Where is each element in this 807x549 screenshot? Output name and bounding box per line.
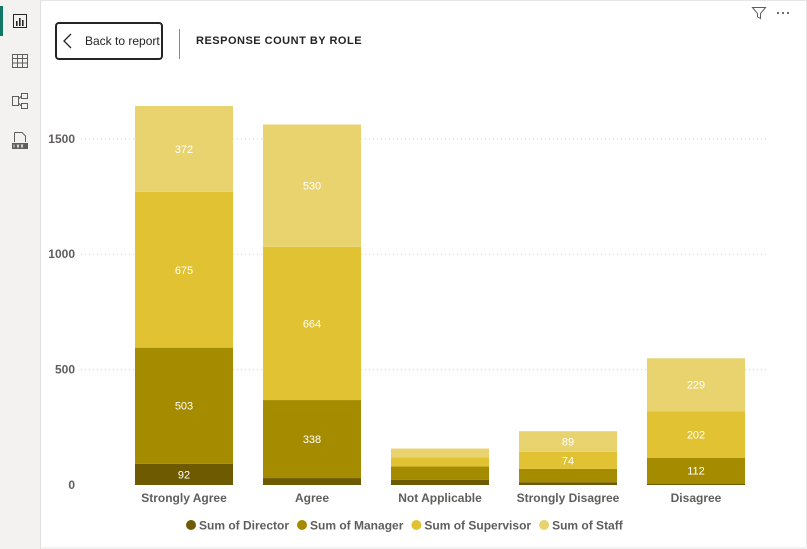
dax-query-view-button[interactable] <box>0 122 40 160</box>
data-label: 372 <box>175 144 193 156</box>
legend-label[interactable]: Sum of Staff <box>552 519 624 533</box>
visual-header-icons <box>751 5 791 21</box>
legend-marker[interactable] <box>411 520 422 530</box>
bar-segment[interactable] <box>135 106 233 192</box>
x-tick-label: Not Applicable <box>398 491 482 505</box>
chevron-left-icon <box>63 33 72 49</box>
back-to-report-button[interactable]: Back to report <box>55 22 163 60</box>
bar-segment[interactable] <box>391 479 489 485</box>
data-label: 229 <box>687 380 705 392</box>
header-divider <box>179 29 180 59</box>
view-rail <box>0 0 41 549</box>
bar-segment[interactable] <box>135 463 233 485</box>
bar-segment[interactable] <box>647 457 745 484</box>
bar-segment[interactable] <box>391 448 489 458</box>
data-label: 338 <box>303 434 321 446</box>
bar-segment[interactable] <box>519 468 617 483</box>
data-label: 530 <box>303 181 321 193</box>
bar-segment[interactable] <box>135 191 233 348</box>
y-tick-label: 1500 <box>48 132 75 146</box>
bar-segment[interactable] <box>647 483 745 485</box>
more-options-icon[interactable] <box>775 5 791 21</box>
x-tick-label: Agree <box>295 491 329 505</box>
bar-segment[interactable] <box>519 451 617 469</box>
bar-segment[interactable] <box>263 246 361 401</box>
data-label: 503 <box>175 401 193 413</box>
dax-query-view-icon <box>12 132 28 149</box>
focus-mode-canvas: Back to report RESPONSE COUNT BY ROLE 0 5… <box>41 0 807 547</box>
bottom-pane-edge <box>41 545 807 549</box>
stacked-column-chart: 0 500 1000 1500 92 503 675 372 Strongly Agree 338… <box>48 106 766 533</box>
data-label: 202 <box>687 429 705 441</box>
bar-segment[interactable] <box>135 347 233 464</box>
report-view-icon <box>13 14 27 28</box>
legend-label[interactable]: Sum of Director <box>199 519 289 533</box>
report-view-button[interactable] <box>0 2 40 40</box>
x-tick-label: Strongly Disagree <box>517 491 620 505</box>
y-tick-label: 500 <box>55 363 75 377</box>
legend-label[interactable]: Sum of Supervisor <box>424 519 531 533</box>
bar-segment[interactable] <box>263 478 361 485</box>
data-label: 89 <box>562 436 574 448</box>
data-label: 74 <box>562 455 574 467</box>
legend-marker[interactable] <box>297 520 308 530</box>
bar-segment[interactable] <box>391 457 489 467</box>
model-view-icon <box>12 93 28 109</box>
legend-marker[interactable] <box>539 520 550 530</box>
y-tick-label: 0 <box>68 478 75 492</box>
legend-label[interactable]: Sum of Manager <box>310 519 404 533</box>
legend-marker[interactable] <box>186 520 196 530</box>
chart-title: RESPONSE COUNT BY ROLE <box>196 35 363 47</box>
y-tick-label: 1000 <box>48 247 75 261</box>
filter-icon[interactable] <box>751 5 767 21</box>
bar-segment[interactable] <box>519 482 617 485</box>
back-to-report-label: Back to report <box>85 34 160 48</box>
data-label: 675 <box>175 265 193 277</box>
model-view-button[interactable] <box>0 82 40 120</box>
bar-segment[interactable] <box>263 124 361 247</box>
bar-segment[interactable] <box>647 411 745 458</box>
bar-segment[interactable] <box>263 400 361 479</box>
bar-segment[interactable] <box>647 358 745 412</box>
data-label: 112 <box>687 466 705 478</box>
data-label: 664 <box>303 318 321 330</box>
bar-segment[interactable] <box>519 431 617 452</box>
x-tick-label: Strongly Agree <box>141 491 227 505</box>
data-label: 92 <box>178 469 190 481</box>
bar-segment[interactable] <box>391 466 489 480</box>
table-view-button[interactable] <box>0 42 40 80</box>
table-view-icon <box>12 54 28 68</box>
x-tick-label: Disagree <box>671 491 722 505</box>
